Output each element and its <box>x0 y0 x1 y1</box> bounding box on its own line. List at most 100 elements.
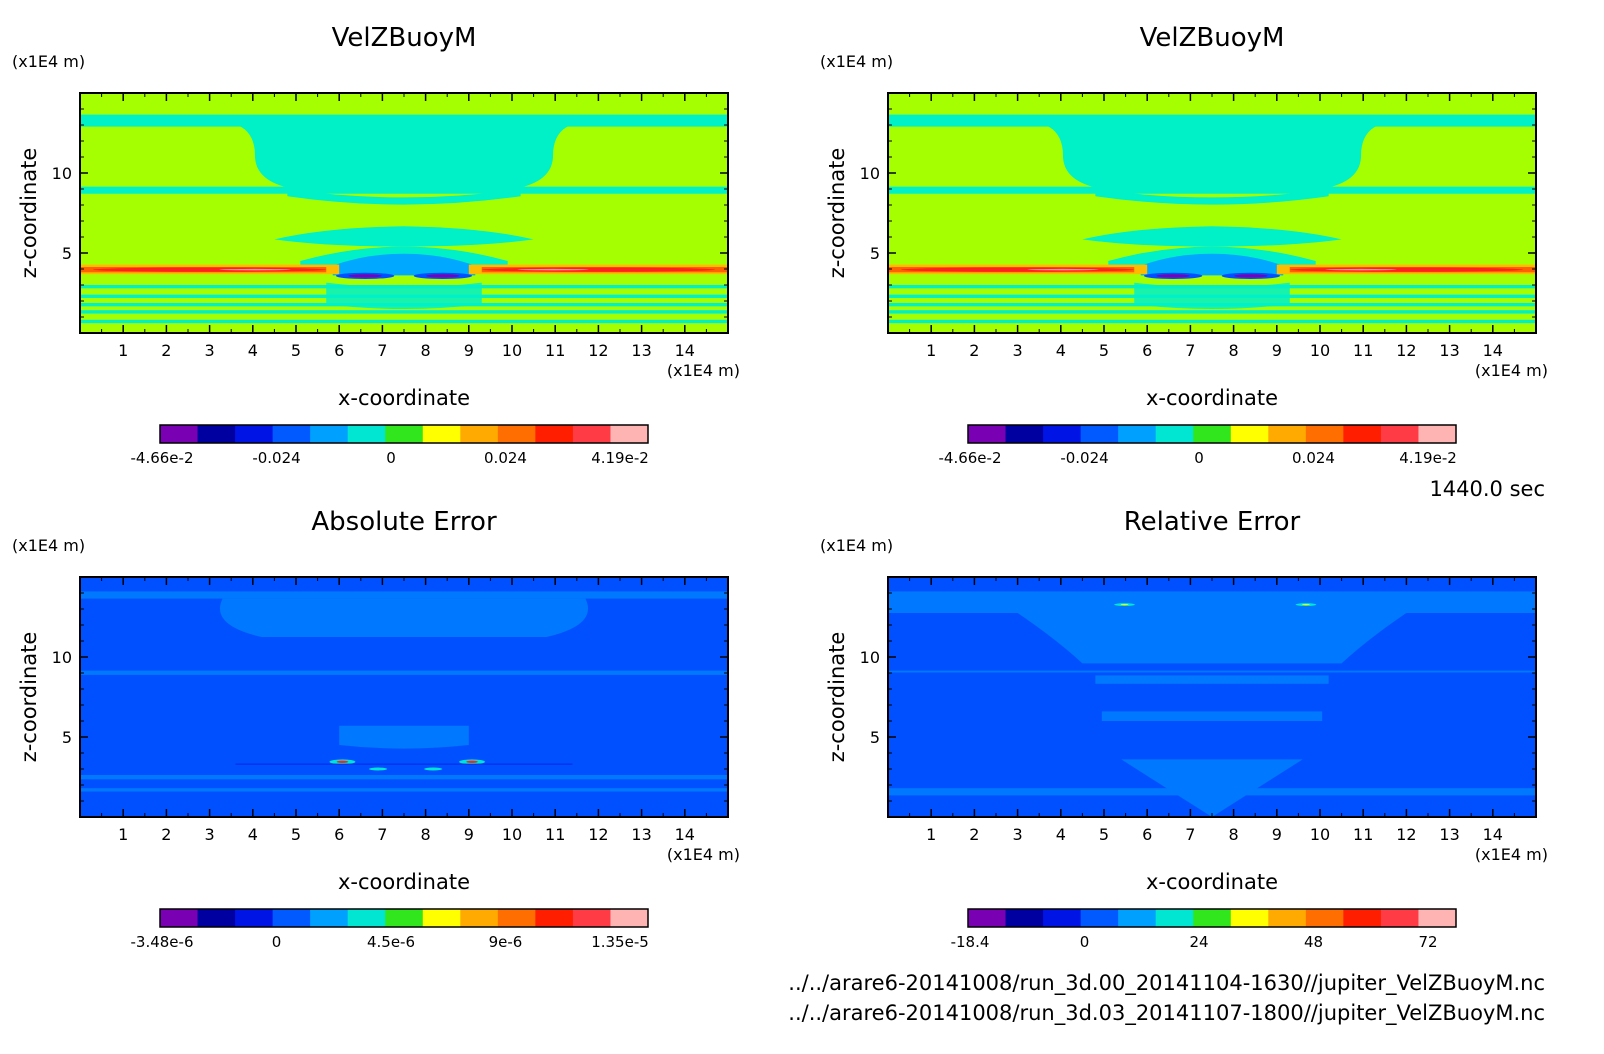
colorbar-swatch <box>1343 909 1382 927</box>
heatmap-field <box>80 93 729 333</box>
x-tick-label: 14 <box>675 341 695 360</box>
field-jet-right <box>1289 267 1524 272</box>
field-core-left <box>1027 268 1099 271</box>
colorbar-swatch <box>497 425 536 443</box>
field-lower-band-0 <box>80 775 729 780</box>
x-tick-label: 14 <box>1483 825 1503 844</box>
x-tick-label: 13 <box>631 341 651 360</box>
colorbar-swatch <box>1268 425 1307 443</box>
y-tick-label: 10 <box>52 648 72 667</box>
x-tick-label: 1 <box>118 341 128 360</box>
x-tick-label: 14 <box>675 825 695 844</box>
x-tick-label: 13 <box>631 825 651 844</box>
colorbar: -4.66e-2 -0.024 0 0.024 4.19e-2 <box>131 424 649 467</box>
colorbar-tick-label: 48 <box>1304 933 1323 951</box>
colorbar: -18.4 0 24 48 72 <box>951 908 1457 951</box>
field-plume-upper <box>219 598 589 637</box>
colorbar-tick-label: 0.024 <box>1292 449 1335 467</box>
field-plume-upper <box>1043 124 1381 189</box>
x-tick-label: 3 <box>1013 341 1023 360</box>
colorbar-frame <box>967 908 1457 928</box>
colorbar-tick-label: 4.19e-2 <box>1399 449 1457 467</box>
x-tick-label: 6 <box>334 341 344 360</box>
chart-panel-2: VelZBuoyM(x1E4 m)1 2 3 4 5 6 7 8 9 10 11 12 13 14(x1E… <box>820 23 1548 467</box>
x-tick-label: 1 <box>926 341 936 360</box>
field-band-mid <box>80 670 729 675</box>
x-tick-label: 4 <box>1056 825 1066 844</box>
colorbar-swatch <box>422 425 461 443</box>
chart-title: Relative Error <box>1124 507 1301 537</box>
field-lower-band-1 <box>80 788 729 792</box>
colorbar-swatch <box>1380 909 1419 927</box>
chart-title: VelZBuoyM <box>1140 23 1285 53</box>
colorbar-swatch <box>572 425 611 443</box>
x-tick-label: 2 <box>969 341 979 360</box>
colorbar-swatch <box>610 909 649 927</box>
field-spot-right-core <box>466 760 478 763</box>
heatmap-field <box>80 577 729 817</box>
colorbar-swatch <box>1043 425 1082 443</box>
colorbar-tick-label: 4.19e-2 <box>591 449 649 467</box>
field-band-top <box>888 591 1537 613</box>
colorbar-tick-label: -3.48e-6 <box>131 933 194 951</box>
field-trough-core-left <box>348 274 382 278</box>
colorbar-swatch <box>1043 909 1082 927</box>
x-tick-label: 1 <box>926 825 936 844</box>
x-axis-label: x-coordinate <box>1146 870 1278 894</box>
field-trough-core-left <box>1156 274 1190 278</box>
y-axis-label: z-coordinate <box>825 632 849 763</box>
time-label: 1440.0 sec <box>1429 477 1545 501</box>
x-tick-label: 8 <box>1229 341 1239 360</box>
colorbar-swatch <box>1268 909 1307 927</box>
colorbar-swatch <box>1305 425 1344 443</box>
colorbar-swatch <box>160 909 199 927</box>
colorbar-swatch <box>1230 909 1269 927</box>
x-tick-label: 5 <box>1099 341 1109 360</box>
colorbar-swatch <box>1193 909 1232 927</box>
field-spot-left-core <box>336 760 349 763</box>
colorbar-swatch <box>1118 425 1157 443</box>
x-tick-label: 3 <box>1013 825 1023 844</box>
colorbar-swatch <box>310 425 349 443</box>
colorbar-tick-label: 0 <box>272 933 282 951</box>
colorbar-tick-label: -4.66e-2 <box>131 449 194 467</box>
x-tick-label: 11 <box>1353 825 1373 844</box>
field-band-mid <box>80 186 729 194</box>
colorbar-tick-label: 1.35e-5 <box>591 933 649 951</box>
colorbar-swatch <box>235 909 274 927</box>
field-dome <box>339 725 469 749</box>
field-band-top <box>80 591 729 599</box>
colorbar-swatch <box>1005 425 1044 443</box>
y-tick-label: 10 <box>52 164 72 183</box>
colorbar-frame <box>967 424 1457 444</box>
field-plume-neck <box>1095 189 1329 205</box>
field-plume-upper <box>1017 613 1407 664</box>
x-tick-label: 12 <box>1396 341 1416 360</box>
field-thin-line <box>235 763 573 765</box>
field-band-top <box>80 114 729 127</box>
colorbar-swatch <box>1305 909 1344 927</box>
field-lower-band-0 <box>80 285 729 289</box>
x-tick-label: 3 <box>205 825 215 844</box>
x-tick-label: 4 <box>1056 341 1066 360</box>
x-tick-label: 9 <box>1272 825 1282 844</box>
colorbar-swatch <box>1080 909 1119 927</box>
field-lower-band-4 <box>80 319 729 324</box>
field-plume-neck <box>287 189 521 205</box>
y-axis-label: z-coordinate <box>17 632 41 763</box>
colorbar-swatch <box>1380 425 1419 443</box>
colorbar-swatch <box>272 909 311 927</box>
field-jet-left <box>900 267 1135 272</box>
x-axis-label: x-coordinate <box>338 870 470 894</box>
field-lower-band <box>888 788 1537 796</box>
x-tick-label: 10 <box>1310 825 1330 844</box>
colorbar-tick-label: -18.4 <box>951 933 990 951</box>
field-lower-band-3 <box>888 310 1537 314</box>
x-tick-label: 12 <box>588 341 608 360</box>
x-unit-label: (x1E4 m) <box>667 361 740 380</box>
colorbar-frame <box>159 424 649 444</box>
x-tick-label: 11 <box>545 341 565 360</box>
chart-panel-1: VelZBuoyM(x1E4 m)1 2 3 4 5 6 7 8 9 10 11 12 13 14(x1E… <box>12 23 740 467</box>
heatmap-field <box>888 93 1537 333</box>
